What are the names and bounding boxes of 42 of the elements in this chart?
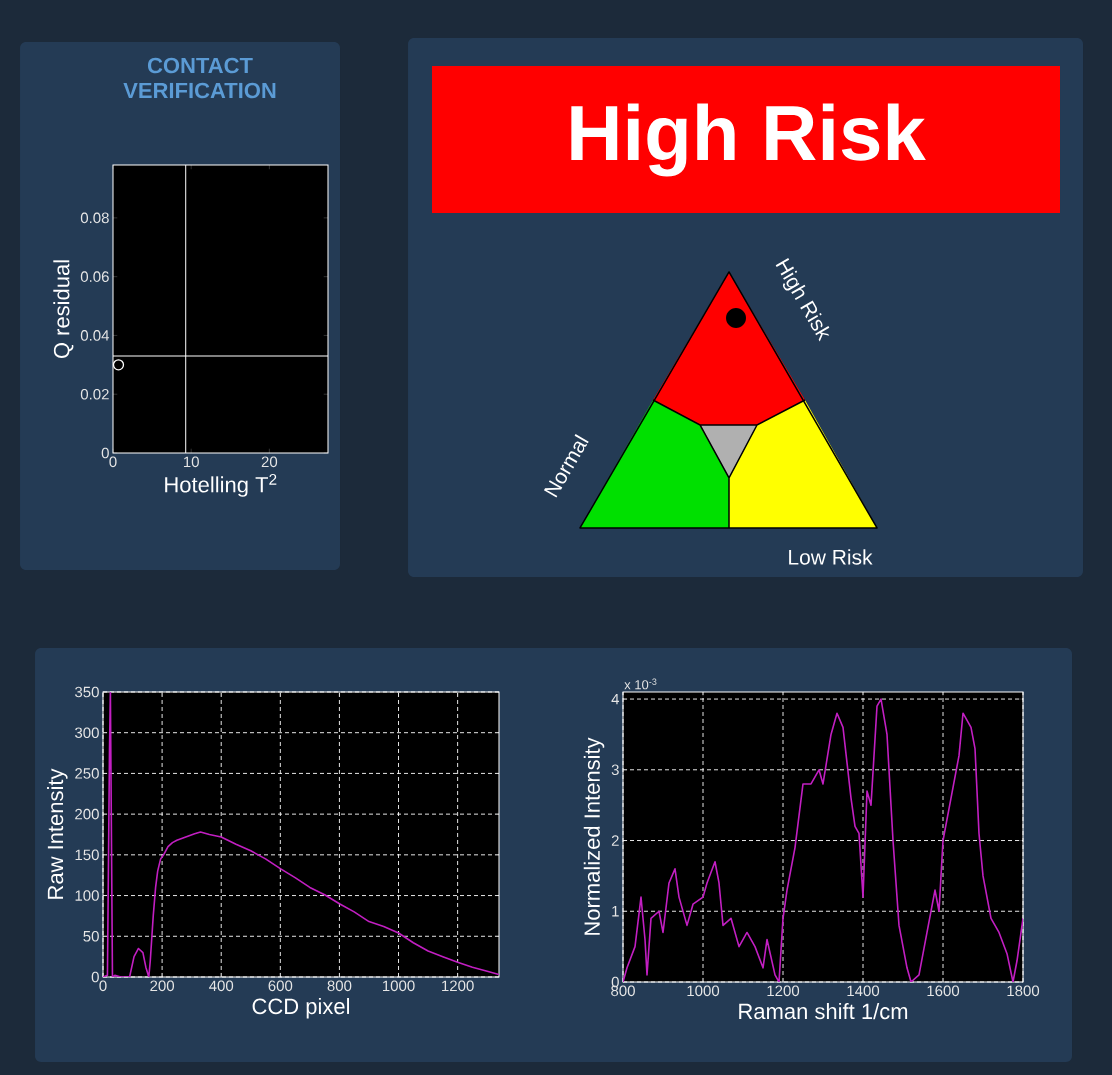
y-tick-label: 0 xyxy=(101,447,109,459)
y-tick-label: 4 xyxy=(611,693,620,705)
y-tick-label: 200 xyxy=(75,808,99,820)
x-tick-label: 1000 xyxy=(687,985,720,997)
x-tick-label: 20 xyxy=(261,456,278,468)
x-tick-label: 400 xyxy=(209,980,234,992)
x-tick-label: 1600 xyxy=(927,985,960,997)
x-axis-title: Hotelling T$^{2}$ xyxy=(165,474,277,497)
x-tick-label: 600 xyxy=(268,980,293,992)
x-tick-label: 1000 xyxy=(382,980,415,992)
y-axis-title: Q residual xyxy=(53,260,74,359)
y-tick-label: 150 xyxy=(75,849,99,861)
y-tick-label: 300 xyxy=(75,727,99,738)
y-tick-label: 0.02 xyxy=(80,388,109,400)
x-tick-label: 0 xyxy=(109,456,117,468)
text: x 10$^{-3}$ xyxy=(624,678,657,690)
y-tick-label: 350 xyxy=(75,686,99,698)
x-axis-title: CCD pixel xyxy=(252,998,349,1019)
x-tick-label: 800 xyxy=(327,980,352,992)
x-tick-label: 1400 xyxy=(847,985,880,997)
text: High Risk xyxy=(571,103,926,177)
y-tick-label: 3 xyxy=(611,764,619,776)
chart-title: CONTACT VERIFICATION xyxy=(123,57,276,99)
x-tick-label: 1800 xyxy=(1007,985,1040,997)
y-tick-label: 0.04 xyxy=(80,330,110,341)
x-tick-label: 1200 xyxy=(442,980,474,992)
y-tick-label: 0.06 xyxy=(80,271,109,282)
y-axis-title: Raw Intensity xyxy=(47,768,68,899)
text: Low Risk xyxy=(789,549,873,565)
x-tick-label: 200 xyxy=(150,980,175,992)
y-tick-label: 1 xyxy=(612,906,619,917)
y-tick-label: 50 xyxy=(83,930,99,942)
y-tick-label: 100 xyxy=(75,890,99,901)
line-series xyxy=(103,691,499,977)
y-tick-label: 0.08 xyxy=(80,212,109,224)
y-tick-label: 250 xyxy=(75,768,99,779)
y-tick-label: 0 xyxy=(91,971,99,983)
y-axis-title: Normalized Intensity xyxy=(583,737,605,935)
x-tick-label: 1200 xyxy=(767,985,800,997)
x-axis-title: Raman shift 1/cm xyxy=(739,1003,908,1020)
y-tick-label: 2 xyxy=(611,835,619,846)
x-tick-label: 10 xyxy=(183,456,199,468)
